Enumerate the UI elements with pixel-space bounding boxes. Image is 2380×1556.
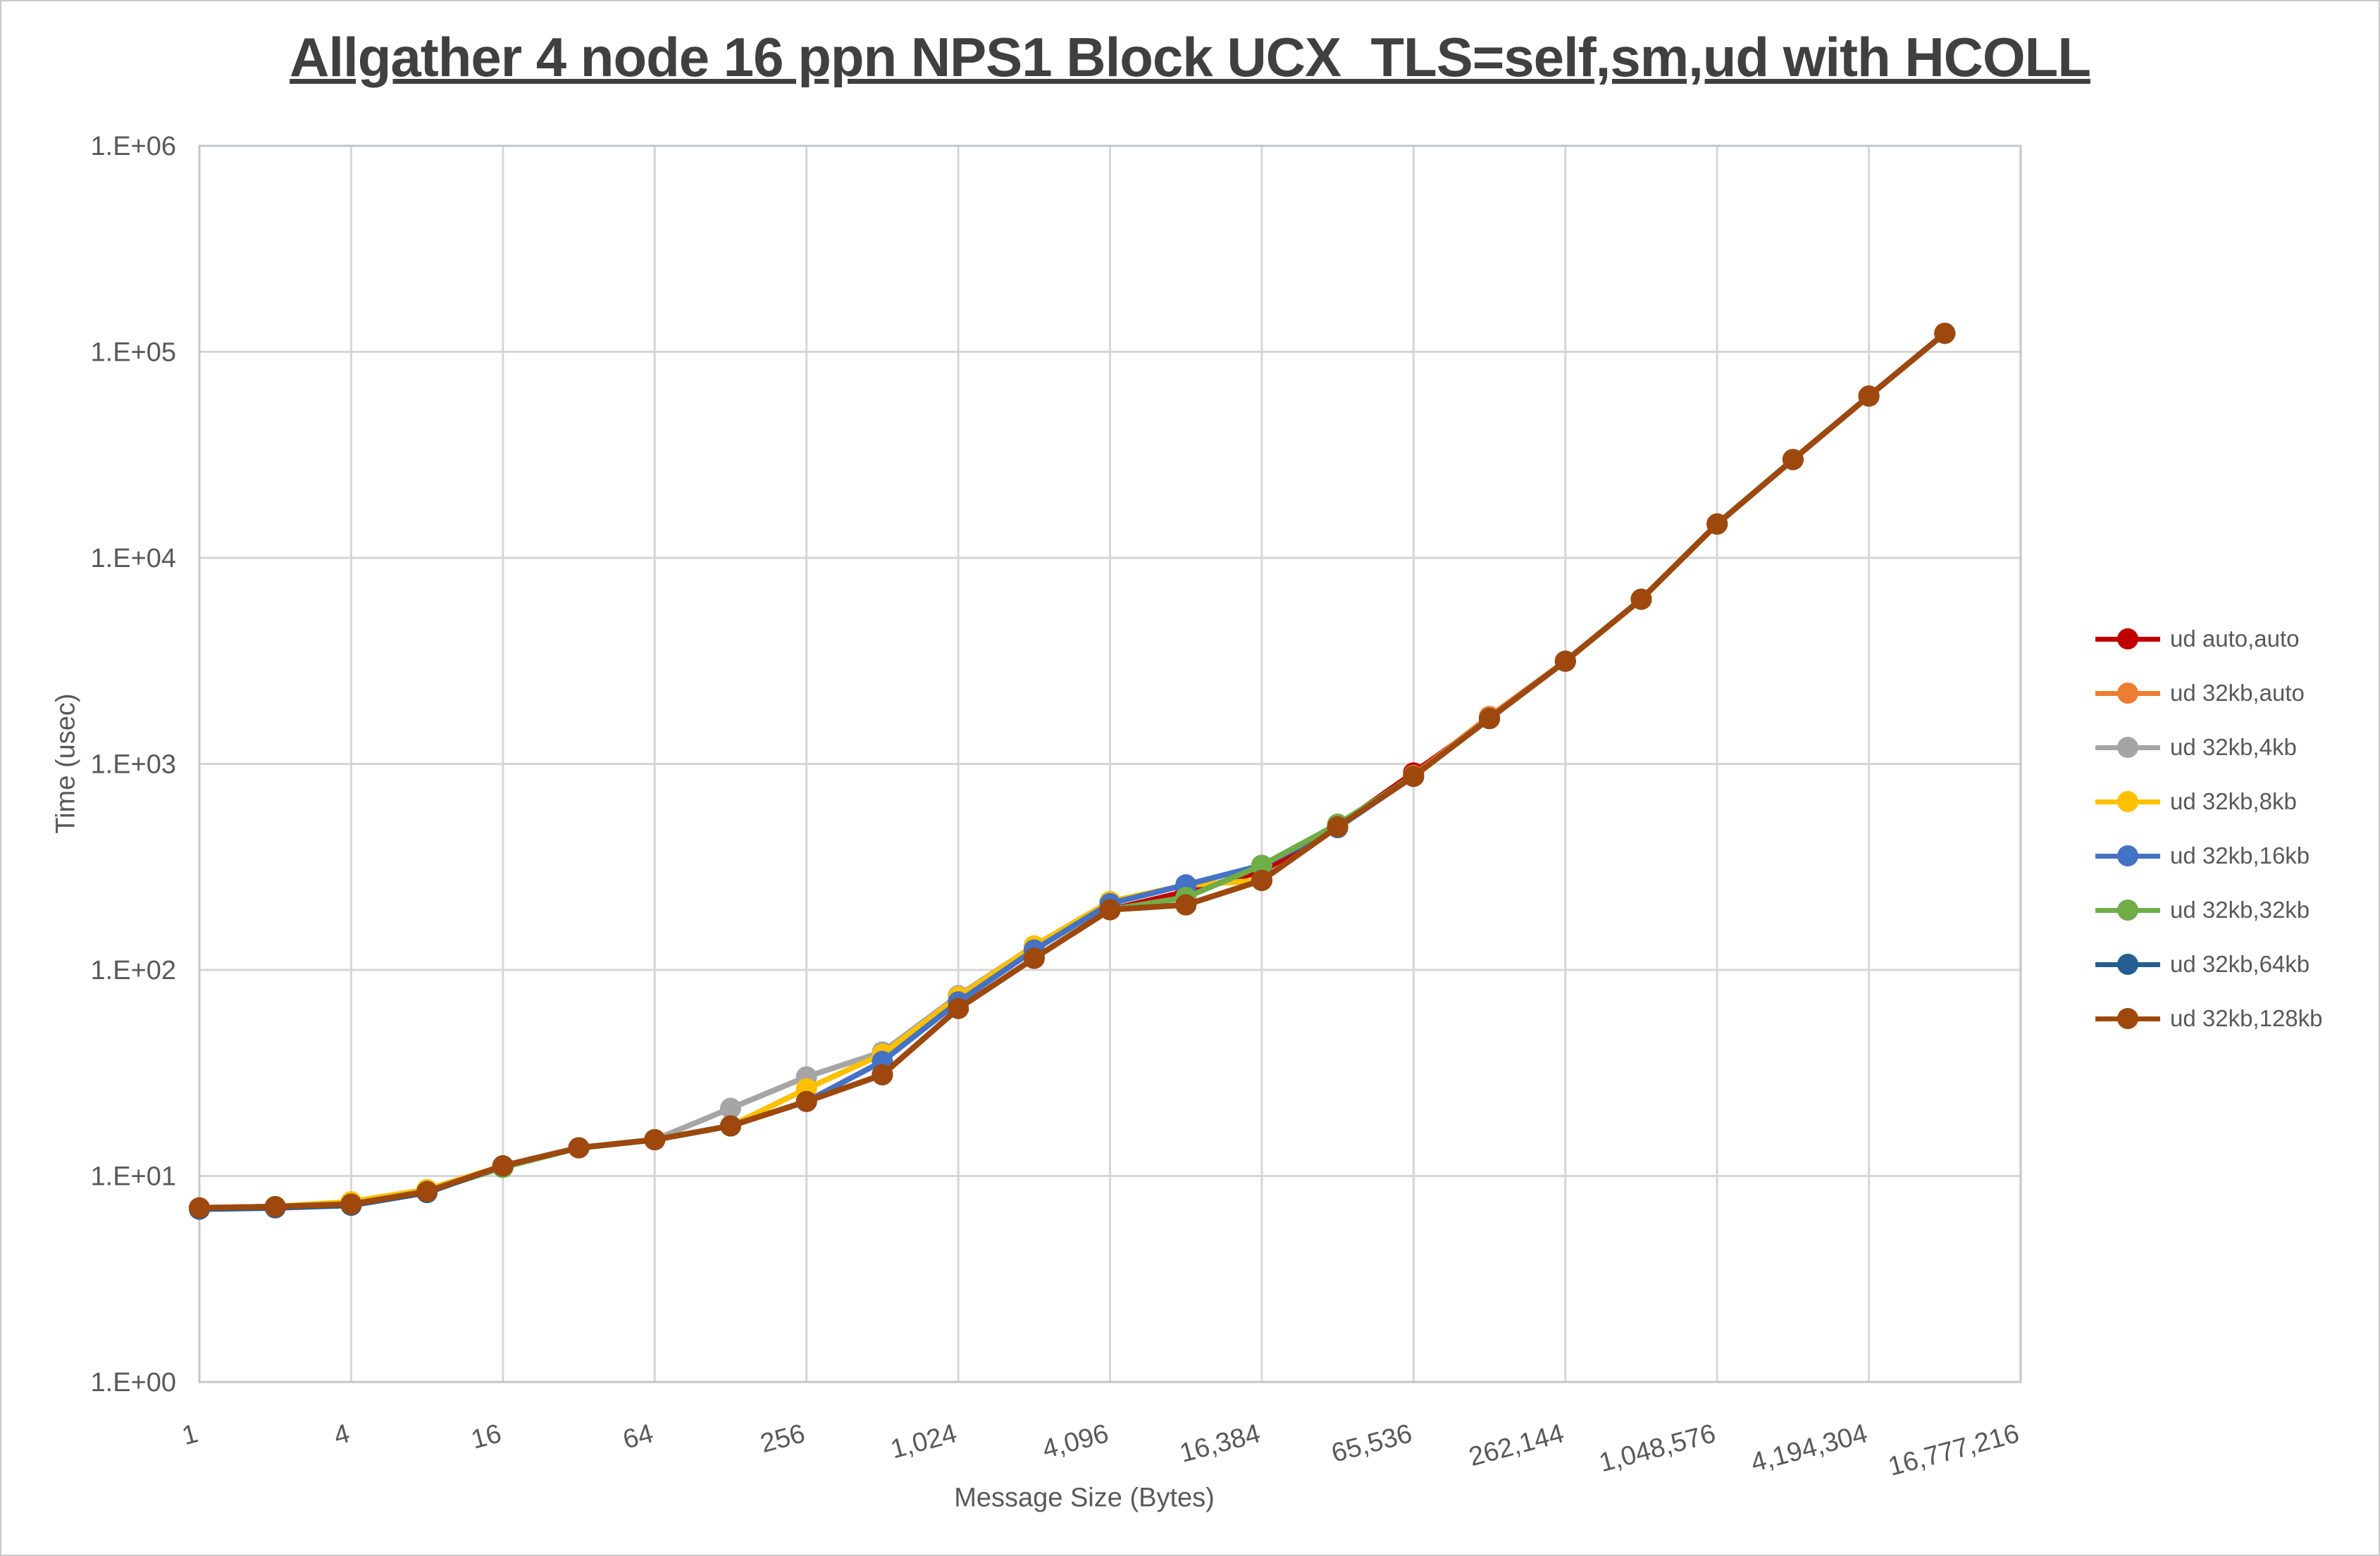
y-tick-label: 1.E+06 [91, 132, 177, 161]
legend-label: ud 32kb,8kb [2170, 788, 2297, 814]
series-line-ud-32kb-8kb [197, 330, 1948, 1211]
x-tick-label: 64 [620, 1419, 657, 1455]
legend-marker-icon [2095, 953, 2160, 976]
legend-marker-icon [2095, 682, 2160, 704]
legend-label: ud 32kb,32kb [2170, 896, 2310, 923]
data-point-marker [1479, 708, 1500, 730]
data-point-marker [1934, 323, 1956, 344]
y-tick-label: 1.E+03 [91, 750, 177, 780]
y-tick-label: 1.E+00 [91, 1368, 177, 1398]
y-tick-label: 1.E+04 [91, 544, 177, 573]
series-line-ud-auto-auto [197, 330, 1948, 1211]
x-tick-label: 256 [757, 1419, 808, 1459]
data-point-marker [1023, 947, 1045, 969]
data-point-marker [1099, 899, 1121, 921]
legend-label: ud 32kb,16kb [2170, 842, 2310, 869]
data-point-marker [1630, 588, 1652, 610]
data-point-marker [1403, 766, 1425, 788]
legend-item-ud-32kb-64kb: ud 32kb,64kb [2095, 937, 2323, 991]
chart-title: Allgather 4 node 16 ppn NPS1 Block UCX_T… [290, 26, 2091, 88]
series-line-ud-32kb-16kb [197, 330, 1948, 1211]
data-point-marker [1175, 894, 1197, 916]
x-tick-label: 1,048,576 [1596, 1419, 1718, 1478]
x-tick-label: 1 [179, 1419, 201, 1451]
legend-marker-icon [2095, 899, 2160, 921]
y-tick-label: 1.E+05 [91, 338, 177, 368]
plot-border [198, 144, 2022, 1383]
x-tick-label: 4,096 [1039, 1419, 1112, 1464]
series-line-ud-32kb-32kb [197, 330, 1948, 1211]
data-point-marker [720, 1097, 741, 1119]
x-tick-label: 16,384 [1177, 1419, 1263, 1469]
data-point-marker [1327, 816, 1349, 838]
data-point-marker [720, 1115, 741, 1137]
legend-item-ud-32kb-16kb: ud 32kb,16kb [2095, 828, 2323, 883]
data-point-marker [340, 1193, 362, 1215]
legend-label: ud 32kb,64kb [2170, 950, 2310, 977]
data-point-marker [795, 1090, 817, 1112]
data-point-marker [644, 1129, 666, 1150]
legend-item-ud-32kb-8kb: ud 32kb,8kb [2095, 774, 2323, 828]
legend-label: ud 32kb,auto [2170, 679, 2305, 706]
legend-item-ud-32kb-32kb: ud 32kb,32kb [2095, 883, 2323, 937]
data-point-marker [492, 1155, 514, 1177]
series-line-ud-32kb-64kb [197, 330, 1948, 1212]
data-point-marker [1251, 869, 1272, 891]
legend-item-ud-32kb-4kb: ud 32kb,4kb [2095, 720, 2323, 774]
legend-item-ud-auto-auto: ud auto,auto [2095, 611, 2323, 666]
data-point-marker [416, 1181, 438, 1202]
x-tick-label: 1,024 [888, 1419, 960, 1464]
data-point-marker [189, 1197, 210, 1219]
x-tick-label: 65,536 [1329, 1419, 1415, 1469]
series-line-ud-32kb-128kb [197, 330, 1948, 1211]
y-axis-title: Time (usec) [51, 693, 81, 834]
x-tick-label: 16,777,216 [1885, 1419, 2023, 1482]
x-tick-label: 4,194,304 [1748, 1419, 1871, 1478]
legend-label: ud 32kb,4kb [2170, 733, 2297, 760]
x-tick-label: 262,144 [1466, 1419, 1568, 1472]
data-point-marker [1554, 650, 1576, 672]
legend-marker-icon [2095, 1007, 2160, 1030]
x-tick-label: 16 [468, 1419, 504, 1455]
legend-marker-icon [2095, 790, 2160, 813]
data-point-marker [872, 1064, 893, 1085]
data-point-marker [948, 997, 969, 1019]
x-axis-title: Message Size (Bytes) [954, 1483, 1215, 1513]
data-point-marker [1782, 449, 1804, 471]
y-tick-label: 1.E+02 [91, 956, 177, 985]
data-point-marker [264, 1196, 286, 1217]
data-point-marker [568, 1137, 590, 1159]
x-tick-label: 4 [330, 1419, 352, 1451]
legend-item-ud-32kb-128kb: ud 32kb,128kb [2095, 991, 2323, 1045]
legend-marker-icon [2095, 628, 2160, 650]
data-point-marker [1858, 385, 1880, 407]
legend-marker-icon [2095, 736, 2160, 759]
legend-label: ud auto,auto [2170, 625, 2300, 652]
legend: ud auto,auto ud 32kb,auto ud 32kb,4kb ud 32… [2095, 611, 2323, 1045]
legend-label: ud 32kb,128kb [2170, 1004, 2323, 1031]
series-line-ud-32kb-auto [197, 330, 1948, 1211]
data-point-marker [1251, 854, 1272, 876]
series-line-ud-32kb-4kb [197, 330, 1948, 1211]
y-tick-label: 1.E+01 [91, 1162, 177, 1192]
data-point-marker [1706, 513, 1728, 535]
legend-item-ud-32kb-auto: ud 32kb,auto [2095, 666, 2323, 720]
legend-marker-icon [2095, 845, 2160, 867]
